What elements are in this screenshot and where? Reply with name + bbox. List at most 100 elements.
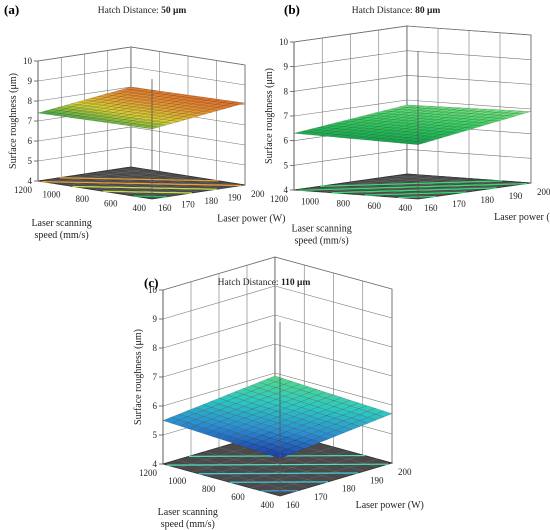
surface-cell: [177, 102, 193, 107]
x-tick-label: 160: [286, 500, 300, 510]
surface-cell: [335, 123, 353, 127]
y-tick-label: 1200: [14, 185, 33, 195]
floor-contour-line: [331, 187, 497, 194]
surface-cell: [186, 407, 204, 414]
z-tick-label: 4: [284, 185, 289, 195]
surface-cell: [453, 112, 471, 117]
surface-cell: [119, 91, 135, 96]
y-axis-title-line1: Laser scanning: [31, 218, 91, 229]
y-tick-label: 600: [368, 201, 382, 211]
surface-cell: [366, 112, 384, 116]
surface-cell: [170, 419, 189, 427]
surface-cell: [383, 111, 401, 115]
response-surface: [162, 375, 393, 459]
floor-contour-line: [167, 463, 389, 466]
surface-cell: [415, 132, 433, 137]
surface-cell: [317, 409, 336, 416]
x-tick-label: 190: [228, 193, 242, 203]
x-tick-label: 190: [509, 191, 523, 201]
surface-cell: [135, 124, 151, 129]
surface-cell: [86, 117, 102, 122]
surface-cell: [127, 123, 143, 127]
surface-cell: [497, 115, 515, 119]
floor-contour-line: [298, 182, 527, 191]
floor-contour-line: [59, 177, 219, 182]
surface-cell: [218, 394, 236, 402]
z-tick-label: 9: [153, 314, 158, 324]
surface-cell: [372, 132, 390, 136]
surface-cell: [426, 108, 444, 112]
x-axis-title: Laser power (W): [494, 212, 550, 223]
surface-cell: [229, 438, 247, 445]
x-tick-label: 170: [452, 199, 466, 209]
title-value: 110 μm: [281, 278, 310, 288]
surface-cell: [376, 116, 394, 120]
surface-cell: [250, 388, 269, 395]
y-tick-label: 1000: [43, 190, 62, 200]
surface-cell: [176, 99, 192, 104]
surface-cell: [397, 131, 415, 135]
x-tick-label: 170: [314, 492, 328, 502]
surface-cell: [94, 102, 109, 106]
surface-cell: [416, 135, 434, 140]
surface-cell: [197, 97, 213, 101]
surface-cell: [254, 446, 272, 454]
title-prefix: Hatch Distance:: [218, 278, 281, 288]
floor-gridline: [364, 179, 489, 190]
floor-contour-line: [398, 195, 437, 199]
surface-cell: [134, 121, 150, 126]
z-gridline: [37, 66, 246, 86]
floor-gridline: [392, 175, 517, 186]
surface-cell: [142, 92, 157, 96]
surface-cell: [200, 103, 216, 107]
surface-cell: [203, 109, 219, 113]
x-tick-label: 180: [481, 195, 495, 205]
surface-cell: [72, 104, 88, 109]
y-axis-title-line2: speed (mm/s): [35, 230, 89, 241]
y-tick-label: 1200: [270, 194, 289, 204]
panel-title: Hatch Distance: 110 μm: [218, 278, 311, 288]
z-tick-label: 10: [279, 37, 289, 47]
surface-cell: [456, 124, 474, 128]
surface-cell: [155, 119, 171, 123]
surface-cell: [94, 118, 110, 123]
z-tick-label: 7: [153, 372, 158, 382]
z-gridline: [37, 146, 246, 166]
z-gridline: [37, 126, 246, 146]
surface-cell: [408, 107, 426, 111]
surface-cell: [472, 116, 490, 120]
surface-cell: [351, 119, 369, 123]
floor-gridline: [119, 168, 234, 187]
surface-cell: [75, 110, 91, 115]
floor-gridline: [80, 173, 174, 188]
surface-cell: [514, 110, 532, 114]
z-gridline: [162, 372, 393, 407]
z-gridline: [162, 314, 393, 349]
surface-cell: [489, 115, 507, 119]
surface-cell: [129, 112, 145, 117]
surface-cell: [398, 104, 416, 108]
z-tick-label: 7: [28, 116, 33, 126]
floor-contour-line: [198, 472, 359, 475]
z-tick-label: 5: [284, 160, 289, 170]
surface-cell: [131, 115, 147, 120]
floor-contour-line: [133, 195, 167, 198]
surface-cell: [70, 115, 86, 119]
y-axis-title-line2: speed (mm/s): [161, 519, 215, 530]
surface-cell: [369, 123, 387, 127]
surface-cell: [154, 116, 169, 120]
surface-cell: [413, 124, 431, 128]
z-axis-title: Surface roughness (μm): [133, 329, 144, 425]
x-tick-label: 180: [342, 484, 356, 494]
surface-cell: [420, 119, 438, 123]
surface-cell: [318, 127, 336, 131]
z-gridline: [293, 74, 532, 92]
surface-cell: [319, 433, 337, 440]
surface-cell: [382, 108, 400, 112]
z-tick-label: 7: [284, 111, 289, 121]
surface-cell: [183, 114, 199, 119]
surface-cell: [244, 426, 263, 433]
surface-cell: [429, 119, 447, 123]
surface-plot-1: 4 5 6 7 8 9 10 160 170 180 190 200 400 600 800 1000 1200…: [4, 2, 285, 241]
